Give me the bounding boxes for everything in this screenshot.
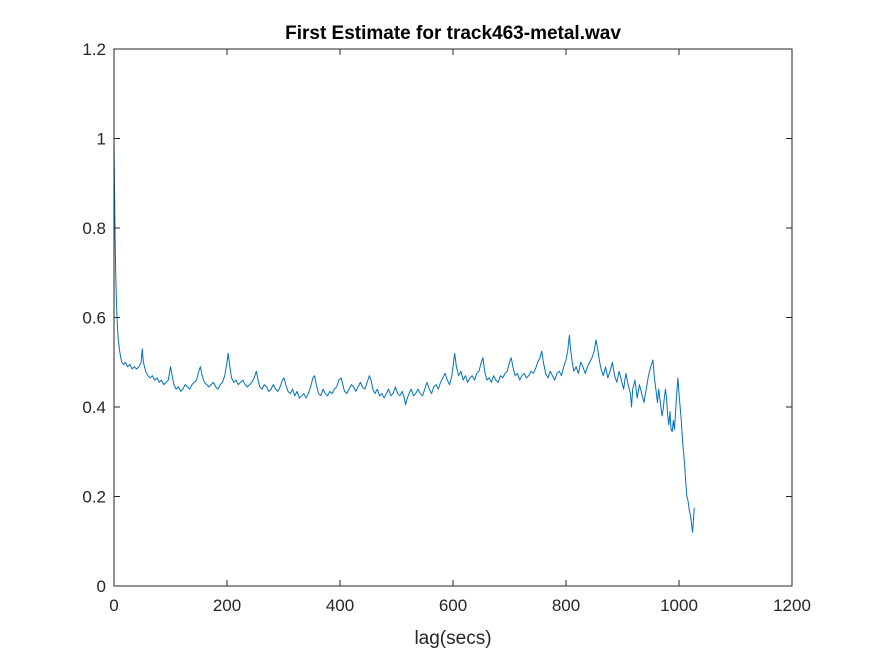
y-tick-label-3: 0.6 (82, 309, 106, 328)
x-tick-label-4: 800 (552, 596, 580, 615)
x-axis-label: lag(secs) (414, 628, 491, 649)
chart-title: First Estimate for track463-metal.wav (285, 23, 621, 44)
x-axis-ticks: 0 200 400 600 800 1000 1200 (109, 49, 811, 615)
series-layer (113, 138, 695, 533)
x-tick-label-0: 0 (109, 596, 118, 615)
x-tick-label-2: 400 (326, 596, 354, 615)
plot-area (114, 49, 792, 586)
y-tick-label-2: 0.4 (82, 398, 106, 417)
x-tick-label-6: 1200 (773, 596, 811, 615)
x-tick-label-3: 600 (439, 596, 467, 615)
y-tick-label-6: 1.2 (82, 40, 106, 59)
x-tick-label-5: 1000 (660, 596, 698, 615)
y-axis-ticks: 0 0.2 0.4 0.6 0.8 1 1.2 (82, 40, 792, 596)
series-line-0 (113, 138, 695, 533)
y-tick-label-5: 1 (97, 130, 106, 149)
y-tick-label-0: 0 (97, 577, 106, 596)
y-tick-label-4: 0.8 (82, 219, 106, 238)
x-tick-label-1: 200 (213, 596, 241, 615)
y-tick-label-1: 0.2 (82, 488, 106, 507)
